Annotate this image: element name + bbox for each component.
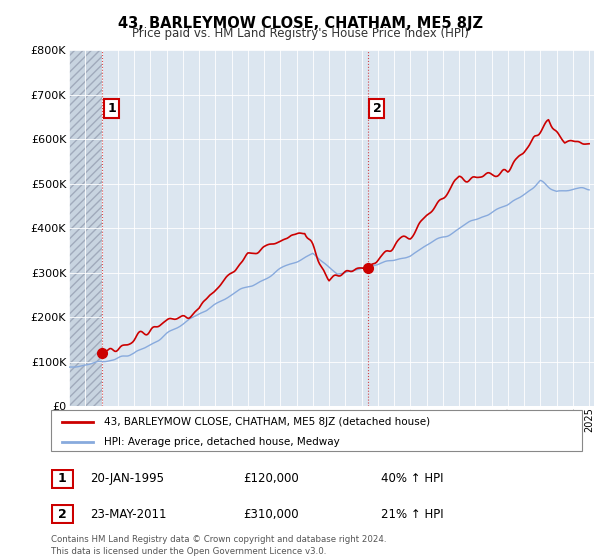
Text: £310,000: £310,000 bbox=[243, 507, 299, 521]
Text: 1: 1 bbox=[58, 472, 67, 486]
Text: Price paid vs. HM Land Registry's House Price Index (HPI): Price paid vs. HM Land Registry's House … bbox=[131, 27, 469, 40]
Text: 2: 2 bbox=[373, 102, 382, 115]
Text: 43, BARLEYMOW CLOSE, CHATHAM, ME5 8JZ (detached house): 43, BARLEYMOW CLOSE, CHATHAM, ME5 8JZ (d… bbox=[104, 417, 430, 427]
Text: 1: 1 bbox=[107, 102, 116, 115]
Text: £120,000: £120,000 bbox=[243, 472, 299, 486]
Text: 23-MAY-2011: 23-MAY-2011 bbox=[90, 507, 167, 521]
Text: 43, BARLEYMOW CLOSE, CHATHAM, ME5 8JZ: 43, BARLEYMOW CLOSE, CHATHAM, ME5 8JZ bbox=[118, 16, 482, 31]
Text: 40% ↑ HPI: 40% ↑ HPI bbox=[381, 472, 443, 486]
Text: Contains HM Land Registry data © Crown copyright and database right 2024.
This d: Contains HM Land Registry data © Crown c… bbox=[51, 535, 386, 556]
Text: 2: 2 bbox=[58, 507, 67, 521]
Text: HPI: Average price, detached house, Medway: HPI: Average price, detached house, Medw… bbox=[104, 437, 340, 447]
Text: 21% ↑ HPI: 21% ↑ HPI bbox=[381, 507, 443, 521]
Text: 20-JAN-1995: 20-JAN-1995 bbox=[90, 472, 164, 486]
